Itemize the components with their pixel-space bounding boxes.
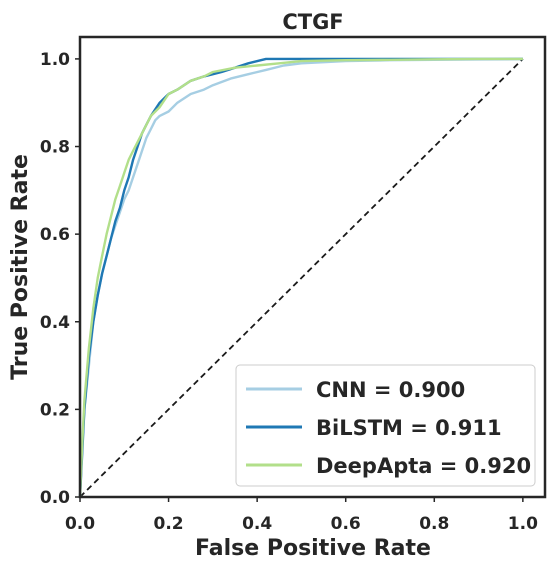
x-tick-label: 1.0 [508, 514, 538, 534]
roc-curve-series-2 [78, 57, 523, 498]
y-axis-label: True Positive Rate [8, 154, 33, 380]
y-tick-label: 0.0 [40, 488, 70, 508]
x-tick-label: 0.6 [331, 514, 361, 534]
y-tick-label: 0.4 [40, 313, 70, 333]
legend-label-1: BiLSTM = 0.911 [316, 416, 502, 440]
x-axis-label: False Positive Rate [195, 536, 431, 561]
y-tick-label: 1.0 [40, 50, 70, 70]
plot-frame [78, 35, 547, 499]
chart-title: CTGF [282, 10, 343, 34]
y-tick-label: 0.8 [40, 138, 70, 158]
legend-label-0: CNN = 0.900 [316, 378, 465, 402]
plot-area [78, 57, 524, 498]
y-axis-ticks: 0.0 0.2 0.4 0.6 0.8 1.0 [40, 50, 80, 508]
y-tick-label: 0.6 [40, 225, 70, 245]
x-tick-label: 0.0 [65, 514, 95, 534]
legend-box [235, 364, 536, 487]
chance-diagonal-line [79, 58, 524, 498]
x-axis-ticks: 0.0 0.2 0.4 0.6 0.8 1.0 [65, 497, 538, 534]
legend: CNN = 0.900 BiLSTM = 0.911 DeepApta = 0.92… [235, 364, 536, 487]
x-tick-label: 0.8 [419, 514, 449, 534]
legend-label-2: DeepApta = 0.920 [316, 454, 531, 478]
y-tick-label: 0.2 [40, 400, 70, 420]
x-tick-label: 0.4 [242, 514, 272, 534]
x-tick-label: 0.2 [154, 514, 184, 534]
